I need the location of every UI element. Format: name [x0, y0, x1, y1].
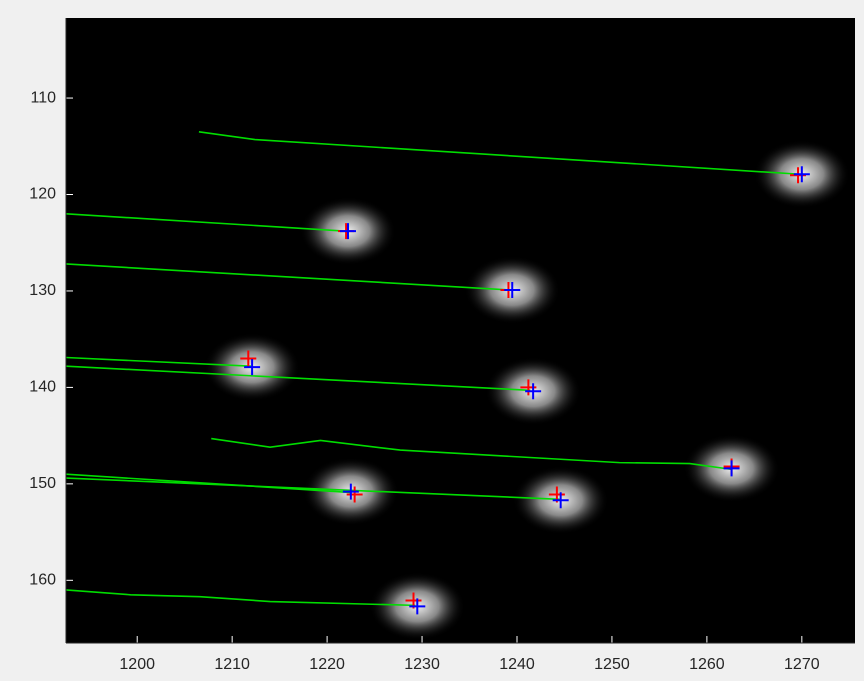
y-tick-label: 160	[29, 572, 56, 589]
axes-background	[66, 18, 855, 643]
y-tick-label: 140	[29, 379, 56, 396]
x-tick-label: 1240	[499, 656, 535, 673]
y-tick-label: 150	[29, 475, 56, 492]
y-tick-label: 110	[30, 89, 56, 106]
x-tick-label: 1210	[214, 656, 250, 673]
x-tick-label: 1200	[119, 656, 155, 673]
x-tick-label: 1250	[594, 656, 630, 673]
x-tick-label: 1220	[309, 656, 345, 673]
y-tick-label: 120	[29, 186, 56, 203]
y-tick-label: 130	[29, 282, 56, 299]
figure: 1200 1210 1220 1230 1240 1250 1260 1270 110 120 13…	[0, 0, 864, 681]
x-tick-label: 1230	[404, 656, 440, 673]
x-tick-label: 1260	[689, 656, 725, 673]
x-tick-label: 1270	[784, 656, 820, 673]
